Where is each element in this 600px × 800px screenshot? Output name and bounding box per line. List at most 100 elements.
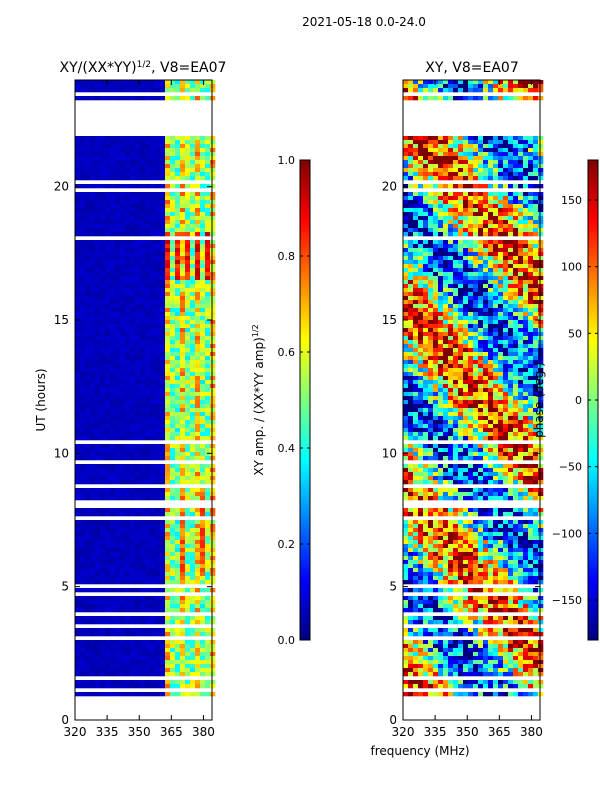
phase-cell (438, 284, 444, 289)
amp-cell (125, 212, 131, 217)
phase-cell (493, 276, 499, 281)
phase-cell (438, 296, 444, 301)
amp-cell (145, 632, 151, 637)
amp-cell (180, 408, 186, 413)
phase-cell (443, 144, 449, 149)
phase-cell (458, 184, 464, 189)
amp-cell (210, 640, 216, 645)
amp-cell (180, 404, 186, 409)
amp-cell (135, 412, 141, 417)
phase-cell (468, 244, 474, 249)
amp-cell (195, 196, 201, 201)
amp-cell (125, 468, 131, 473)
amp-cell (130, 144, 136, 149)
phase-cell (453, 224, 459, 229)
phase-cell (513, 204, 519, 209)
amp-cell (115, 540, 121, 545)
phase-cell (483, 164, 489, 169)
amp-cell (140, 360, 146, 365)
amp-cell (85, 532, 91, 537)
amp-cell (155, 384, 161, 389)
phase-cell (408, 168, 414, 173)
amp-cell (210, 268, 216, 273)
phase-cell (498, 164, 504, 169)
phase-cell (408, 264, 414, 269)
amp-cell (155, 488, 161, 493)
amp-cell (175, 560, 181, 565)
phase-cell (473, 288, 479, 293)
phase-cell (408, 212, 414, 217)
amp-cell (100, 244, 106, 249)
amp-cell (135, 148, 141, 153)
amp-cell (110, 532, 116, 537)
amp-cell (160, 684, 166, 689)
amp-cell (170, 576, 176, 581)
phase-cell (433, 240, 439, 245)
phase-cell (428, 216, 434, 221)
amp-cell (190, 600, 196, 605)
amp-cell (75, 288, 81, 293)
amp-cell (165, 416, 171, 421)
amp-cell (90, 560, 96, 565)
amp-cell (145, 96, 151, 101)
amp-cell (100, 692, 106, 697)
phase-cell (438, 312, 444, 317)
amp-cell (135, 596, 141, 601)
amp-cell (165, 572, 171, 577)
amp-cell (110, 628, 116, 633)
phase-cell (533, 316, 539, 321)
amp-cell (170, 156, 176, 161)
phase-cell (508, 192, 514, 197)
amp-cell (90, 364, 96, 369)
phase-cell (448, 268, 454, 273)
phase-cell (488, 168, 494, 173)
amp-cell (120, 304, 126, 309)
amp-cell (145, 176, 151, 181)
amp-cell (150, 304, 156, 309)
phase-cell (513, 172, 519, 177)
amp-cell (180, 664, 186, 669)
phase-cell (493, 184, 499, 189)
amp-ytick-label: 15 (54, 313, 69, 327)
phase-cell (428, 304, 434, 309)
phase-cell (513, 144, 519, 149)
amp-cell (95, 492, 101, 497)
amp-cell (105, 488, 111, 493)
amp-cell (95, 444, 101, 449)
amp-cell (195, 412, 201, 417)
phase-cell (438, 80, 444, 85)
amp-cell (90, 436, 96, 441)
phase-cell (413, 224, 419, 229)
amp-cell (185, 532, 191, 537)
amp-cell (210, 264, 216, 269)
amp-cell (85, 252, 91, 257)
phase-cell (458, 248, 464, 253)
amp-cell (90, 568, 96, 573)
amp-cell (190, 644, 196, 649)
amp-cell (185, 400, 191, 405)
amp-cell (130, 228, 136, 233)
amp-cell (180, 344, 186, 349)
amp-cell (105, 364, 111, 369)
amp-cell (175, 580, 181, 585)
phase-cell (533, 140, 539, 145)
amp-cell (85, 96, 91, 101)
amp-cell (130, 680, 136, 685)
amp-cell (155, 668, 161, 673)
phase-cell (538, 208, 544, 213)
phase-cell (438, 148, 444, 153)
phase-cell (458, 256, 464, 261)
phase-cell (413, 204, 419, 209)
amp-cell (140, 164, 146, 169)
amp-cell (100, 424, 106, 429)
amp-cell (155, 404, 161, 409)
amp-cell (120, 312, 126, 317)
amp-cell (85, 152, 91, 157)
amp-cell (135, 200, 141, 205)
phase-cell (433, 308, 439, 313)
amp-cell (75, 344, 81, 349)
amp-cell (170, 436, 176, 441)
amp-cell (130, 296, 136, 301)
amp-cell (210, 472, 216, 477)
amp-cell (150, 356, 156, 361)
